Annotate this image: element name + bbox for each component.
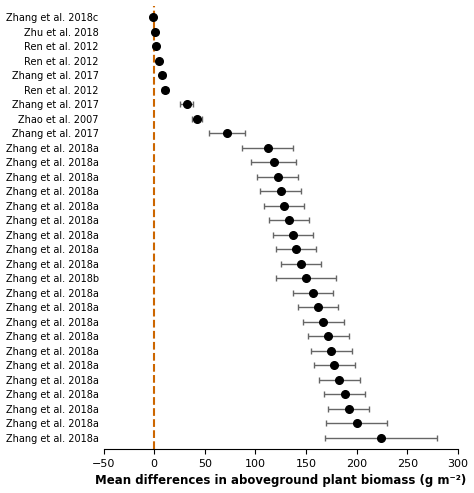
X-axis label: Mean differences in aboveground plant biomass (g m⁻²): Mean differences in aboveground plant bi…	[95, 474, 466, 488]
